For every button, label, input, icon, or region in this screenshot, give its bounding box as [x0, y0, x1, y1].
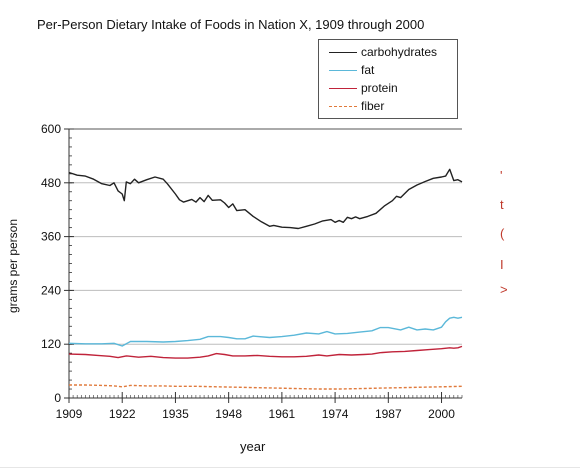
y-tick-label-120: 120 [41, 337, 61, 351]
side-mark-2: t [500, 197, 504, 212]
bottom-divider [0, 467, 580, 468]
x-tick-label-1961: 1961 [269, 407, 296, 421]
chart-legend: carbohydrates fat protein fiber [318, 39, 458, 119]
x-tick-label-1948: 1948 [215, 407, 242, 421]
y-tick-label-600: 600 [41, 122, 61, 136]
series-line-fiber [69, 384, 463, 390]
chart-title: Per-Person Dietary Intake of Foods in Na… [37, 17, 425, 32]
x-tick-label-1987: 1987 [375, 407, 402, 421]
legend-label-carbohydrates: carbohydrates [361, 45, 438, 59]
y-axis-title: grams per person [6, 218, 20, 314]
y-tick-label-480: 480 [41, 176, 61, 190]
series-line-protein [68, 345, 463, 359]
side-mark-1: ' [500, 168, 503, 183]
x-axis-title: year [240, 439, 266, 454]
y-tick-label-240: 240 [41, 283, 61, 297]
side-mark-3: ( [500, 226, 505, 241]
legend-swatch-fat [329, 69, 357, 71]
legend-swatch-carbohydrates [329, 51, 357, 53]
x-tick-label-1909: 1909 [56, 407, 83, 421]
x-tick-label-1974: 1974 [322, 407, 349, 421]
x-tick-label-1935: 1935 [162, 407, 189, 421]
legend-swatch-protein [329, 87, 357, 89]
legend-swatch-fiber [329, 105, 357, 107]
legend-item-protein: protein [329, 80, 398, 96]
legend-label-fiber: fiber [361, 99, 385, 113]
y-tick-label-0: 0 [54, 391, 61, 405]
series-line-carbohydrates [68, 168, 463, 230]
side-mark-5: > [500, 282, 508, 297]
series-line-fat [68, 316, 463, 347]
legend-item-fiber: fiber [329, 98, 384, 114]
legend-label-protein: protein [361, 81, 398, 95]
legend-item-carbohydrates: carbohydrates [329, 44, 437, 60]
legend-item-fat: fat [329, 62, 374, 78]
legend-label-fat: fat [361, 63, 375, 77]
side-mark-4: I [500, 257, 504, 272]
x-tick-label-1922: 1922 [109, 407, 136, 421]
y-tick-label-360: 360 [41, 230, 61, 244]
x-tick-label-2000: 2000 [428, 407, 455, 421]
